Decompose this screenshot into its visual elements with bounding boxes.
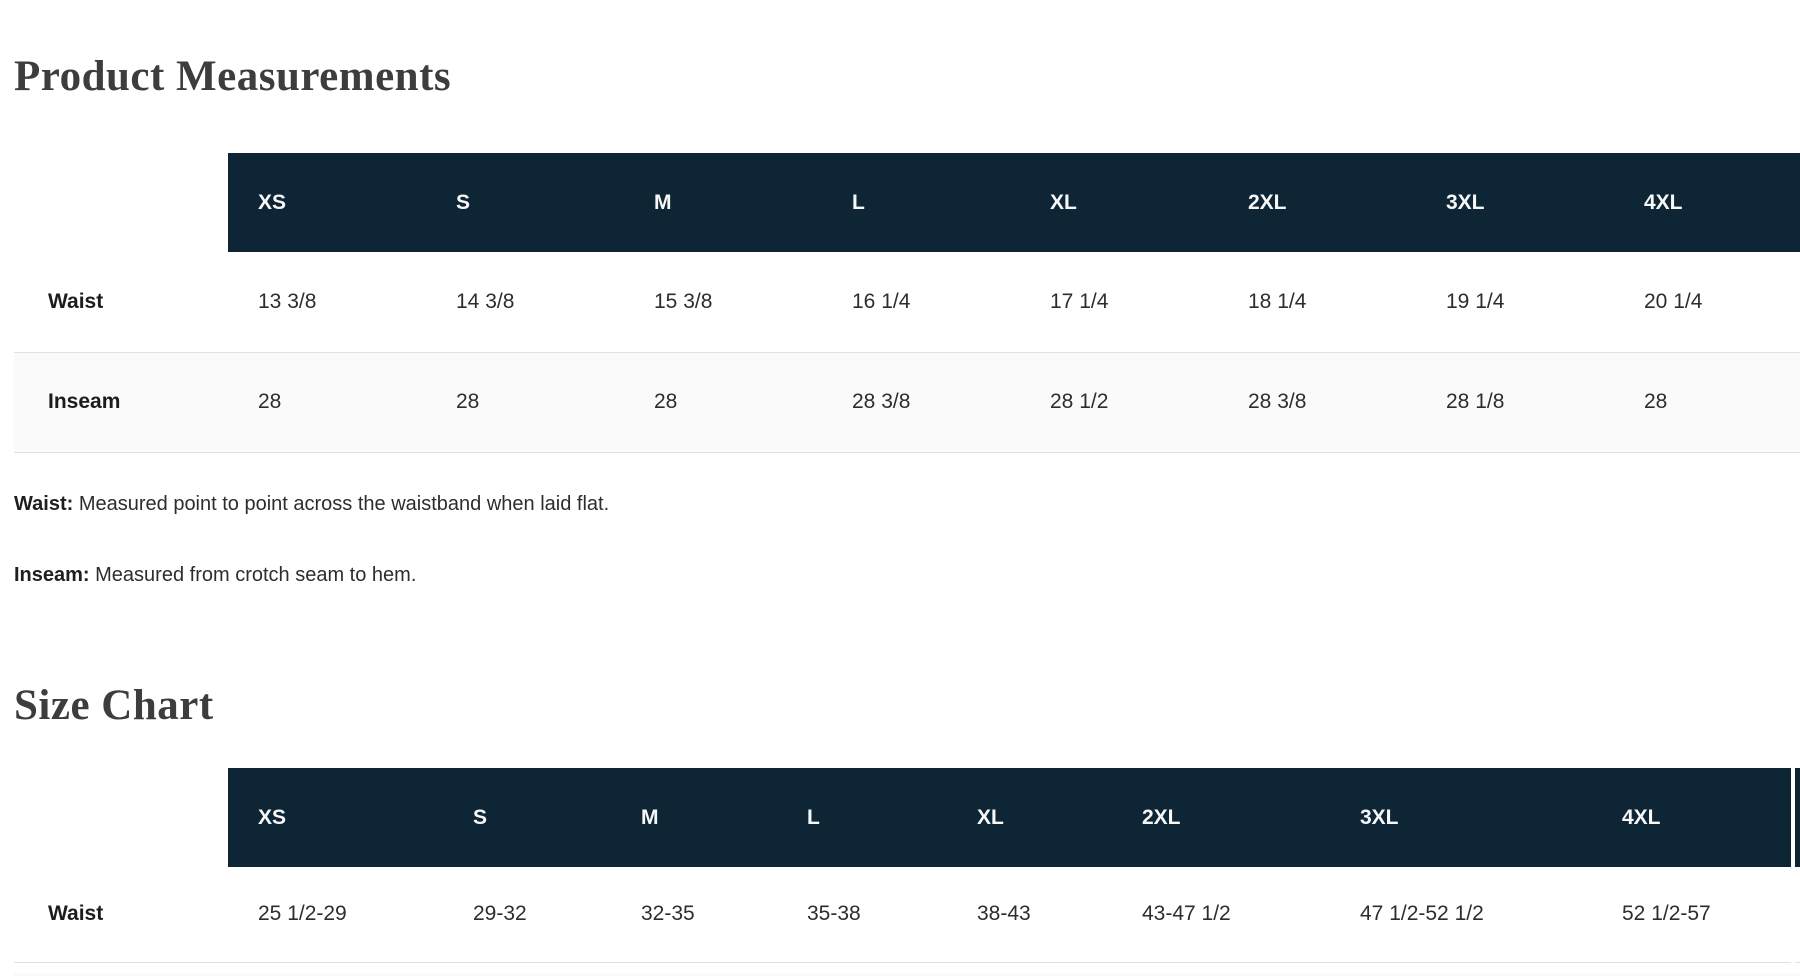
size-range-value: 52 1/2-57: [1622, 902, 1711, 926]
waist-note-text: Measured point to point across the waist…: [73, 493, 610, 515]
size-range-value: 47 1/2-52 1/2: [1360, 902, 1484, 926]
measurement-value: 14 3/8: [456, 289, 515, 313]
size-column-header-s: S: [426, 153, 624, 252]
size-range-value: 35-38: [807, 902, 861, 926]
corner-cell: [14, 768, 228, 867]
size-column-header-l: L: [777, 768, 947, 867]
waist-measurement-row: Waist 13 3/8 14 3/8 15 3/8 16 1/4 17 1/4…: [14, 252, 1800, 352]
size-column-header-4xl: 4XL: [1592, 768, 1793, 867]
row-label-waist: Waist: [48, 902, 104, 926]
size-column-header-3xl: 3XL: [1330, 768, 1592, 867]
size-header-row: XS S M L XL 2XL 3XL 4XL: [14, 768, 1800, 867]
size-range-value: 29-32: [473, 902, 527, 926]
measurement-value: 28: [1614, 352, 1800, 452]
size-column-header-3xl: 3XL: [1416, 153, 1614, 252]
size-column-header-m: M: [611, 768, 777, 867]
size-column-header-xs: XS: [228, 153, 426, 252]
inseam-measurement-row: Inseam 28 28 28 28 3/8 28 1/2 28 3/8 28 …: [14, 352, 1800, 452]
size-range-value: 43-47 1/2: [1142, 902, 1231, 926]
size-column-header-2xl: 2XL: [1112, 768, 1330, 867]
measurement-value: 28: [624, 352, 822, 452]
size-range-value: 32-35: [641, 902, 695, 926]
measurement-value: 13 3/8: [258, 289, 317, 313]
size-range-value: 25 1/2-29: [258, 902, 347, 926]
size-column-header-2xl: 2XL: [1218, 153, 1416, 252]
size-column-header-s: S: [443, 768, 611, 867]
waist-definition-note: Waist: Measured point to point across th…: [14, 490, 609, 518]
waist-size-range-row: Waist 25 1/2-29 29-32 32-35 35-38 38-43 …: [14, 867, 1800, 962]
measurement-value: 15 3/8: [654, 289, 713, 313]
measurement-value: 16 1/4: [852, 289, 911, 313]
size-chart-table-container: XS S M L XL 2XL 3XL 4XL Waist 25 1/2-29 …: [14, 768, 1800, 976]
measurement-value: 28 1/8: [1416, 352, 1614, 452]
inseam-definition-note: Inseam: Measured from crotch seam to hem…: [14, 561, 416, 589]
cutoff-next-row-sliver: [14, 973, 1800, 976]
product-measurements-table: XS S M L XL 2XL 3XL 4XL Waist 13 3/8 14 …: [14, 153, 1800, 453]
size-chart-table: XS S M L XL 2XL 3XL 4XL Waist 25 1/2-29 …: [14, 768, 1800, 963]
inseam-note-text: Measured from crotch seam to hem.: [89, 564, 417, 586]
row-label-inseam: Inseam: [14, 352, 228, 452]
measurement-value: 17 1/4: [1050, 289, 1109, 313]
size-range-value: 38-43: [977, 902, 1031, 926]
product-measurements-table-container: XS S M L XL 2XL 3XL 4XL Waist 13 3/8 14 …: [14, 153, 1800, 453]
size-range-value-cutoff: [1791, 867, 1800, 962]
size-column-header-4xl: 4XL: [1614, 153, 1800, 252]
inseam-note-term: Inseam:: [14, 564, 90, 586]
size-column-header-cutoff: [1791, 768, 1800, 867]
row-label-waist: Waist: [48, 289, 104, 313]
corner-cell: [14, 153, 228, 252]
measurement-value: 20 1/4: [1644, 289, 1703, 313]
size-column-header-xl: XL: [1020, 153, 1218, 252]
measurement-value: 28: [228, 352, 426, 452]
measurement-value: 28 3/8: [1218, 352, 1416, 452]
size-column-header-xl: XL: [947, 768, 1112, 867]
measurement-value: 19 1/4: [1446, 289, 1505, 313]
measurement-value: 28 3/8: [822, 352, 1020, 452]
measurement-value: 18 1/4: [1248, 289, 1307, 313]
size-column-header-l: L: [822, 153, 1020, 252]
size-column-header-m: M: [624, 153, 822, 252]
size-column-header-xs: XS: [228, 768, 443, 867]
size-header-row: XS S M L XL 2XL 3XL 4XL: [14, 153, 1800, 252]
waist-note-term: Waist:: [14, 493, 74, 515]
product-measurements-heading: Product Measurements: [14, 53, 452, 100]
measurement-value: 28: [426, 352, 624, 452]
measurement-value: 28 1/2: [1020, 352, 1218, 452]
size-chart-heading: Size Chart: [14, 682, 214, 729]
